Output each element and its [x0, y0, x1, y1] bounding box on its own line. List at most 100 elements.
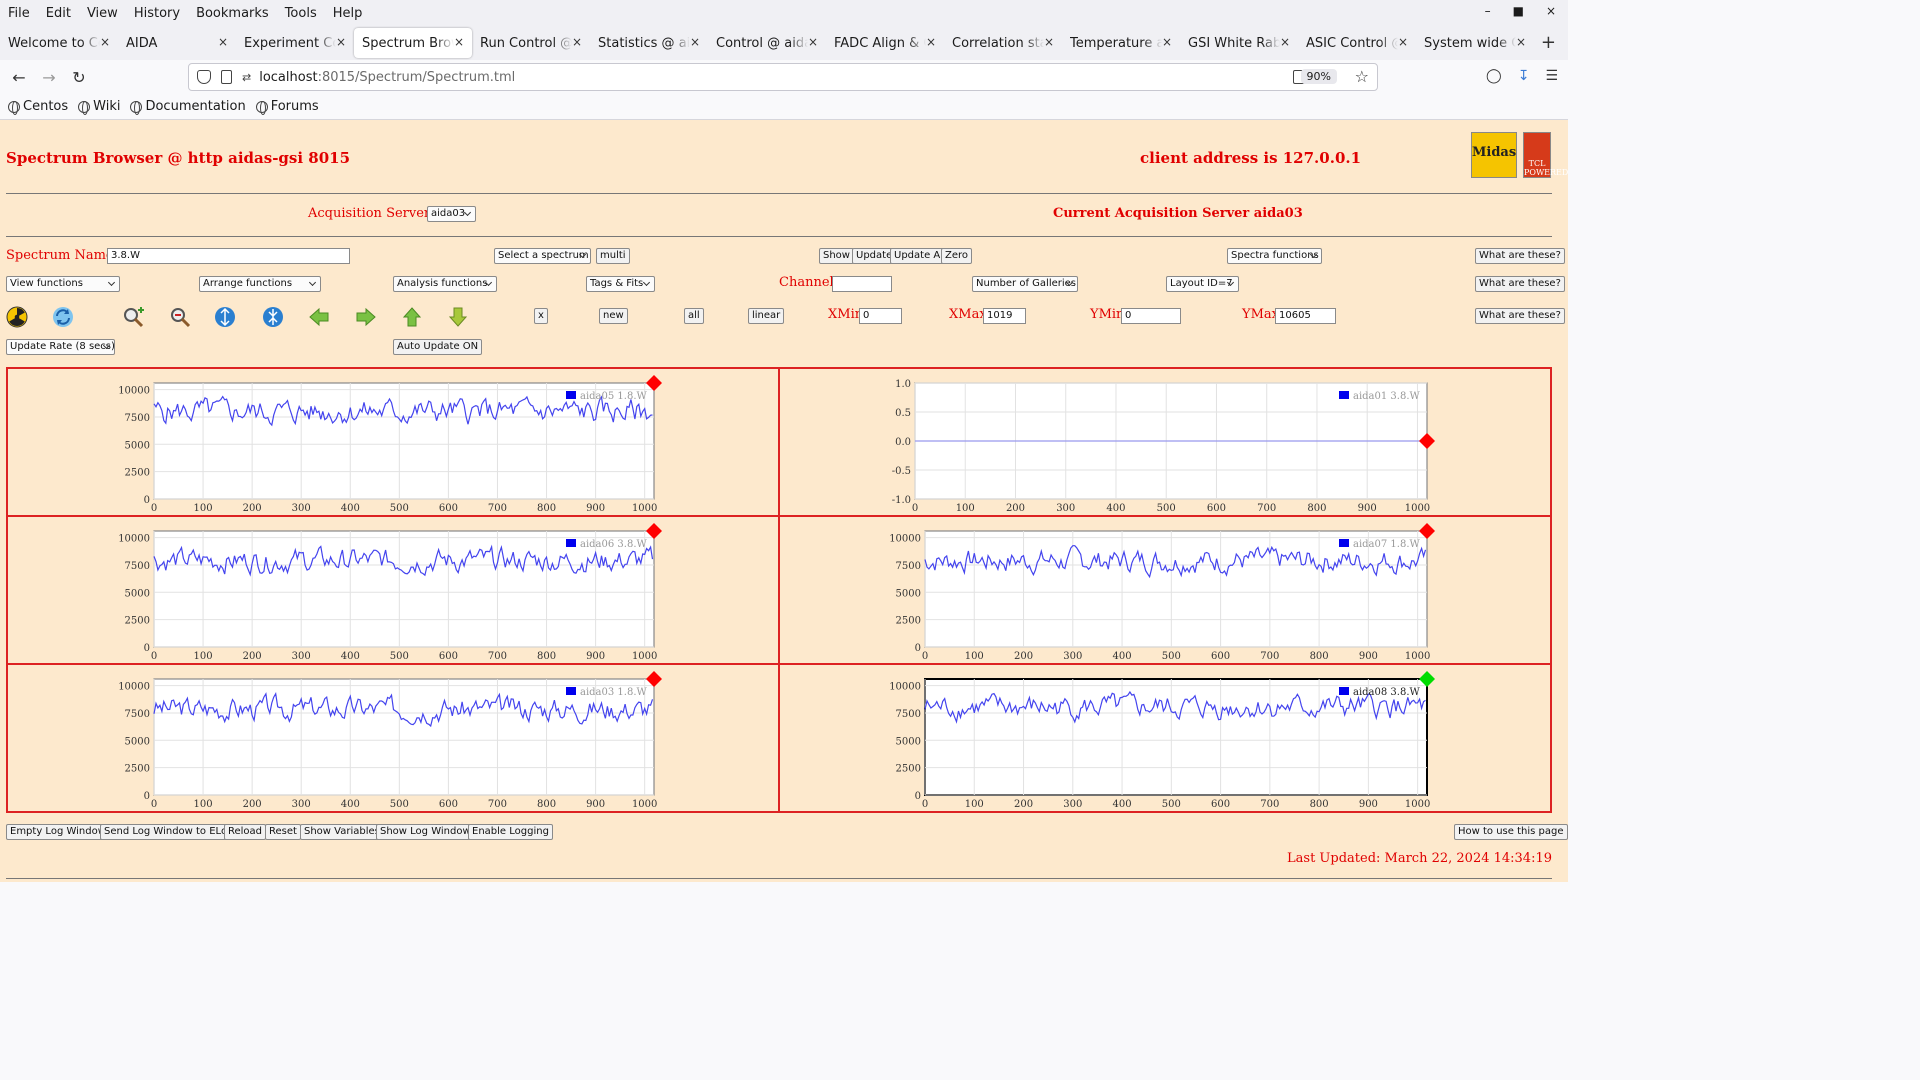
browser-tab[interactable]: ASIC Control @ a× [1298, 28, 1416, 58]
zero-button[interactable]: Zero [941, 248, 973, 264]
zoom-out-icon[interactable] [169, 306, 191, 328]
xmin-input[interactable]: 0 [859, 308, 902, 324]
arrow-right-icon[interactable] [355, 306, 377, 328]
pocket-icon[interactable]: ◯ [1486, 68, 1502, 84]
zoom-in-icon[interactable] [122, 306, 144, 328]
number-of-galleries-dropdown[interactable]: Number of Galleries [972, 276, 1078, 292]
panel-select-marker-icon[interactable] [646, 671, 662, 687]
panel-select-marker-icon[interactable] [1419, 671, 1435, 687]
close-tab-icon[interactable]: × [1161, 35, 1172, 49]
maximize-button[interactable]: ■ [1512, 4, 1524, 18]
layout-id-dropdown[interactable]: Layout ID=7 [1166, 276, 1239, 292]
ymin-input[interactable]: 0 [1121, 308, 1181, 324]
what-are-these-button-2[interactable]: What are these? [1475, 276, 1565, 292]
browser-tab[interactable]: System wide Che× [1416, 28, 1534, 58]
menu-view[interactable]: View [86, 5, 118, 21]
close-window-button[interactable]: × [1545, 4, 1556, 18]
close-tab-icon[interactable]: × [1279, 35, 1290, 49]
reload-icon[interactable]: ↻ [72, 67, 86, 87]
url-bar[interactable]: ⇄ localhost:8015/Spectrum/Spectrum.tml 9… [188, 63, 1378, 91]
what-are-these-button-1[interactable]: What are these? [1475, 248, 1565, 264]
acq-server-select[interactable]: aida03 [427, 206, 476, 222]
select-spectrum-dropdown[interactable]: Select a spectrum [494, 248, 591, 264]
x-button[interactable]: x [534, 308, 548, 324]
linear-button[interactable]: linear [748, 308, 785, 324]
update-button[interactable]: Update [852, 248, 897, 264]
spectra-functions-dropdown[interactable]: Spectra functions [1227, 248, 1322, 264]
enable-logging-button[interactable]: Enable Logging [468, 824, 553, 840]
browser-tab[interactable]: Welcome to Cent× [0, 28, 118, 58]
expand-vertical-icon[interactable] [214, 306, 236, 328]
close-tab-icon[interactable]: × [453, 35, 464, 49]
tags-fits-dropdown[interactable]: Tags & Fits [586, 276, 655, 292]
new-tab-button[interactable]: + [1540, 32, 1556, 53]
reset-button[interactable]: Reset [265, 824, 301, 840]
all-button[interactable]: all [684, 308, 704, 324]
close-tab-icon[interactable]: × [1397, 35, 1408, 49]
spectrum-panel[interactable]: 0 100 200 300 400 500 600 700 800 900 1000 0 2500 500… [780, 517, 1550, 665]
close-tab-icon[interactable]: × [1515, 35, 1526, 49]
spectrum-panel[interactable]: 0 100 200 300 400 500 600 700 800 900 1000 -1.0 -0.5… [780, 369, 1550, 517]
arrange-functions-dropdown[interactable]: Arrange functions [199, 276, 321, 292]
permissions-icon[interactable]: ⇄ [242, 70, 252, 84]
panel-select-marker-icon[interactable] [646, 375, 662, 391]
spectrum-panel[interactable]: 0 100 200 300 400 500 600 700 800 900 1000 0 2500 500… [8, 517, 780, 665]
close-tab-icon[interactable]: × [807, 35, 818, 49]
how-to-use-button[interactable]: How to use this page [1454, 824, 1568, 840]
menu-help[interactable]: Help [332, 5, 363, 21]
close-tab-icon[interactable]: × [689, 35, 700, 49]
analysis-functions-dropdown[interactable]: Analysis functions [393, 276, 497, 292]
zoom-level[interactable]: 90% [1300, 69, 1337, 84]
forward-button[interactable]: → [42, 67, 56, 87]
browser-tab[interactable]: Statistics @ aida× [590, 28, 708, 58]
download-icon[interactable]: ↧ [1517, 68, 1530, 84]
panel-select-marker-icon[interactable] [646, 523, 662, 539]
page-icon[interactable] [221, 70, 232, 84]
menu-bookmarks[interactable]: Bookmarks [196, 5, 269, 21]
hamburger-menu-icon[interactable]: ☰ [1545, 68, 1558, 84]
channel-input[interactable] [832, 276, 892, 292]
spectrum-panel[interactable]: 0 100 200 300 400 500 600 700 800 900 1000 0 2500 500… [8, 665, 780, 811]
browser-tab[interactable]: Correlation statu× [944, 28, 1062, 58]
show-log-window-button[interactable]: Show Log Window [376, 824, 475, 840]
reload-button[interactable]: Reload [224, 824, 267, 840]
bookmark-centos[interactable]: Centos [8, 99, 68, 115]
spectrum-panel[interactable]: 0 100 200 300 400 500 600 700 800 900 1000 0 2500 500… [8, 369, 780, 517]
menu-edit[interactable]: Edit [45, 5, 71, 21]
bookmark-wiki[interactable]: Wiki [78, 99, 120, 115]
browser-tab[interactable]: AIDA × [118, 28, 236, 58]
bookmark-forums[interactable]: Forums [255, 99, 319, 115]
browser-tab[interactable]: Run Control @ ai× [472, 28, 590, 58]
send-log-to-elog-button[interactable]: Send Log Window to ELog [100, 824, 238, 840]
close-tab-icon[interactable]: × [1043, 35, 1054, 49]
close-tab-icon[interactable]: × [99, 35, 110, 49]
compress-vertical-icon[interactable] [262, 306, 284, 328]
what-are-these-button-3[interactable]: What are these? [1475, 308, 1565, 324]
close-tab-icon[interactable]: × [217, 35, 228, 49]
refresh-icon[interactable] [52, 306, 74, 328]
multi-button[interactable]: multi [596, 248, 630, 264]
xmax-input[interactable]: 1019 [983, 308, 1026, 324]
show-variables-button[interactable]: Show Variables [300, 824, 384, 840]
bookmark-documentation[interactable]: Documentation [130, 99, 246, 115]
auto-update-button[interactable]: Auto Update ON [393, 339, 483, 355]
close-tab-icon[interactable]: × [571, 35, 582, 49]
browser-tab[interactable]: FADC Align & Co× [826, 28, 944, 58]
browser-tab[interactable]: Experiment Contr× [236, 28, 354, 58]
menu-file[interactable]: File [8, 5, 30, 21]
close-tab-icon[interactable]: × [335, 35, 346, 49]
menu-tools[interactable]: Tools [284, 5, 317, 21]
ymax-input[interactable]: 10605 [1275, 308, 1336, 324]
browser-tab[interactable]: Control @ aidas× [708, 28, 826, 58]
empty-log-window-button[interactable]: Empty Log Window [6, 824, 110, 840]
browser-tab[interactable]: Spectrum Brows× [354, 28, 472, 58]
shield-icon[interactable] [197, 70, 211, 84]
close-tab-icon[interactable]: × [925, 35, 936, 49]
browser-tab[interactable]: Temperature and× [1062, 28, 1180, 58]
browser-tab[interactable]: GSI White Rabbit× [1180, 28, 1298, 58]
update-rate-dropdown[interactable]: Update Rate (8 secs) [6, 339, 115, 355]
arrow-up-icon[interactable] [401, 306, 423, 328]
spectrum-name-input[interactable]: 3.8.W [107, 248, 350, 264]
url-text[interactable]: localhost:8015/Spectrum/Spectrum.tml [259, 70, 515, 85]
minimize-button[interactable]: – [1484, 4, 1491, 18]
